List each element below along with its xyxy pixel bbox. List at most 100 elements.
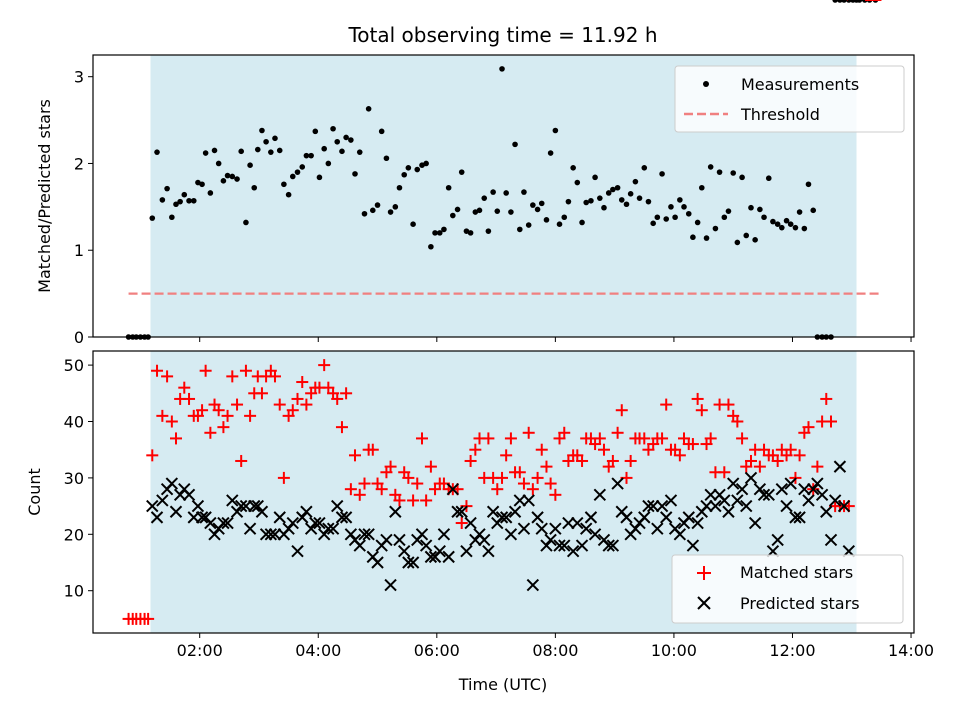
x-tick-label: 06:00 — [414, 641, 460, 660]
predicted-star-point — [593, 488, 607, 502]
matched-star-point — [161, 370, 174, 383]
measurement-point — [238, 148, 244, 155]
measurement-point — [597, 195, 603, 201]
predicted-star-point — [611, 477, 624, 490]
predicted-star-point — [544, 533, 557, 547]
matched-star-point — [825, 415, 838, 428]
measurement-point — [445, 184, 452, 191]
measurement-point — [663, 216, 670, 222]
measurement-point — [312, 128, 319, 135]
matched-star-point — [611, 426, 624, 439]
matched-star-point — [504, 432, 517, 445]
matched-star-point — [513, 466, 526, 479]
matched-star-point — [239, 364, 252, 377]
predicted-star-point — [255, 505, 269, 518]
predicted-star-point — [398, 545, 411, 558]
predicted-star-point — [642, 499, 655, 513]
measurement-point — [490, 189, 496, 195]
count-y-axis-label: Count — [25, 468, 44, 516]
predicted-star-point — [344, 528, 358, 541]
measurement-point — [703, 235, 710, 241]
measurement-point — [378, 128, 385, 135]
measurement-point — [774, 221, 781, 227]
matched-star-point — [673, 449, 686, 462]
predicted-star-point — [146, 499, 159, 513]
measurement-point — [734, 239, 741, 246]
matched-star-point — [204, 426, 217, 439]
predicted-star-point — [442, 550, 455, 564]
matched-star-point — [731, 415, 744, 428]
matched-star-point — [255, 387, 268, 400]
matched-star-point — [718, 466, 731, 479]
predicted-star-point — [553, 539, 566, 552]
predicted-star-point — [722, 505, 735, 518]
predicted-star-point — [646, 499, 660, 513]
measurement-point — [707, 164, 714, 170]
ratio-panel: 0 1 2 3 Matched/Predicted stars Measurement… — [35, 0, 915, 347]
measurement-point — [365, 105, 372, 112]
matched-star-point — [558, 426, 571, 439]
matched-star-point — [196, 404, 209, 417]
predicted-star-point — [549, 522, 562, 535]
predicted-star-point — [353, 539, 366, 552]
matched-star-point — [771, 454, 784, 467]
predicted-star-point — [815, 488, 829, 502]
predicted-star-point — [513, 494, 527, 507]
measurement-point — [177, 198, 183, 205]
predicted-star-point — [296, 511, 309, 524]
predicted-star-point — [165, 477, 179, 490]
measurement-point — [672, 214, 678, 221]
measurement-point — [530, 202, 536, 208]
measurement-point — [668, 204, 674, 210]
predicted-star-point — [234, 499, 248, 513]
predicted-star-point — [731, 494, 744, 507]
legend-matched-label: Matched stars — [740, 563, 853, 582]
measurement-point — [259, 127, 265, 134]
x-tick-label: 08:00 — [532, 641, 578, 660]
measurement-point — [458, 169, 465, 175]
measurement-point — [570, 165, 576, 171]
measurement-point — [770, 218, 776, 225]
measurement-point — [503, 190, 509, 196]
legend-measurements-marker — [703, 81, 709, 87]
predicted-star-point — [558, 539, 571, 552]
measurement-point — [645, 198, 652, 205]
predicted-star-point — [300, 505, 313, 518]
count-legend: Matched stars Predicted stars — [671, 554, 904, 624]
measurement-point — [543, 217, 550, 223]
measurement-point — [481, 195, 488, 201]
y-tick-label: 2 — [74, 154, 84, 173]
matched-star-point — [526, 483, 539, 496]
predicted-star-point — [208, 528, 221, 541]
measurement-point — [299, 164, 306, 170]
predicted-star-point — [455, 505, 468, 518]
predicted-star-point — [243, 522, 257, 535]
measurement-point — [243, 219, 249, 226]
measurement-point — [190, 197, 197, 204]
predicted-star-point — [811, 477, 824, 490]
measurement-point — [757, 206, 763, 213]
predicted-star-point — [517, 522, 531, 535]
matched-star-point — [593, 432, 606, 445]
matched-star-point — [300, 398, 313, 411]
measurement-point — [450, 212, 456, 219]
matched-star-point — [384, 460, 397, 473]
matched-star-point — [517, 477, 530, 490]
predicted-star-point — [264, 528, 278, 541]
predicted-star-point — [718, 494, 731, 507]
predicted-star-point — [673, 528, 687, 541]
matched-star-point — [424, 460, 437, 473]
matched-star-point — [784, 443, 797, 456]
x-tick-label: 04:00 — [295, 641, 341, 660]
measurement-point — [837, 0, 843, 3]
measurement-point — [538, 200, 545, 207]
measurement-point — [748, 204, 754, 211]
predicted-star-point — [588, 528, 602, 541]
matched-star-point — [455, 517, 468, 530]
measurement-point — [410, 221, 416, 227]
x-axis-label: Time (UTC) — [458, 675, 547, 694]
matched-star-point — [606, 454, 619, 467]
predicted-star-point — [771, 533, 784, 547]
measurement-point — [254, 146, 261, 153]
